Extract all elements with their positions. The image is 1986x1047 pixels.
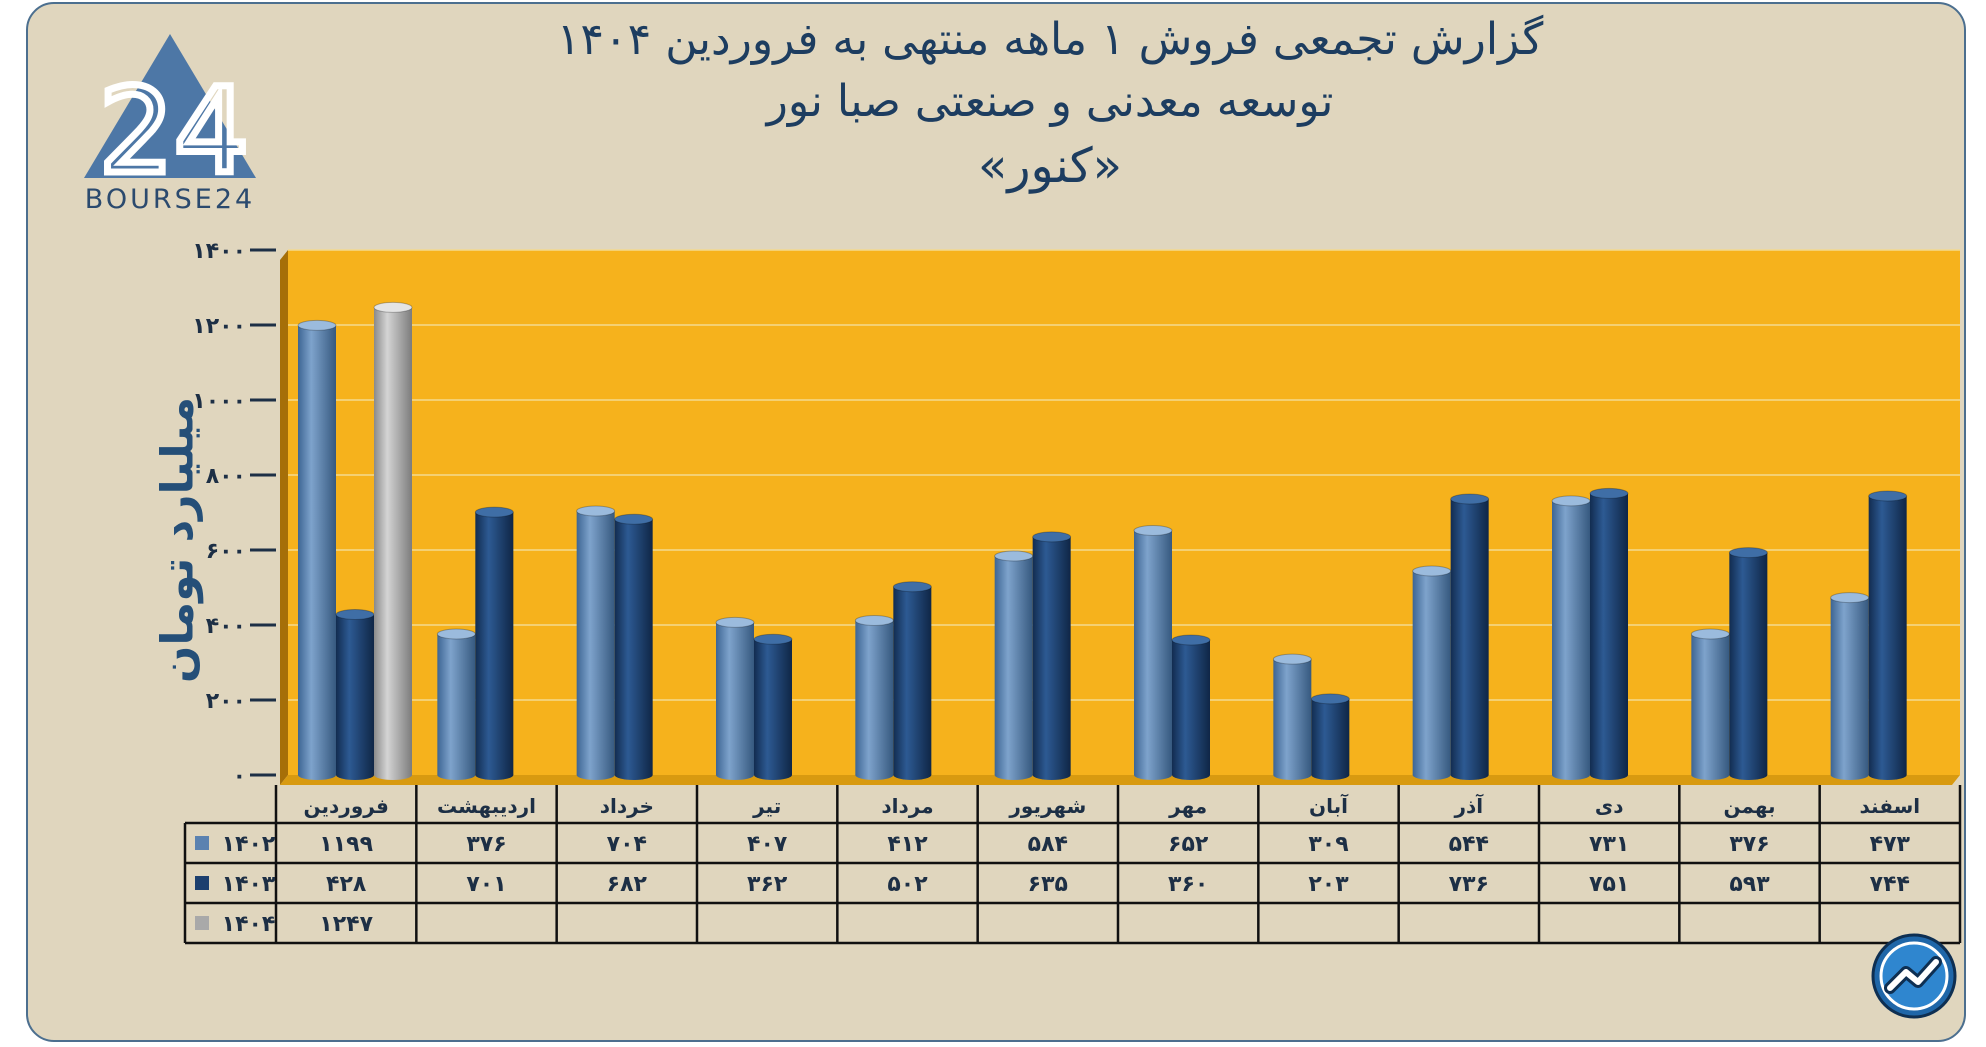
bar	[474, 506, 514, 780]
data-label: ۷۳۶	[1449, 872, 1489, 897]
data-label: ۷۳۱	[1589, 832, 1629, 857]
data-label: ۳۶۲	[747, 872, 788, 897]
bar	[753, 633, 793, 780]
y-tick-label: ۱۴۰۰	[192, 239, 246, 264]
y-tick-label: ۱۲۰۰	[192, 314, 246, 339]
bar	[994, 550, 1034, 780]
legend-swatch	[195, 876, 209, 890]
logo-mark: 24	[99, 62, 249, 200]
y-tick-label: ۰	[233, 764, 246, 789]
bar	[1551, 495, 1591, 780]
x-tick-label: فروردین	[304, 794, 389, 818]
plot-area	[280, 250, 1960, 785]
data-label: ۳۷۶	[466, 832, 506, 857]
bar	[436, 628, 476, 780]
y-axis-ticks: ۰ ۲۰۰ ۴۰۰ ۶۰۰ ۸۰۰ ۱۰۰۰ ۱۲۰۰ ۱۴۰۰	[192, 239, 276, 789]
data-label: ۴۱۲	[887, 832, 928, 857]
data-label: ۳۶۰	[1168, 872, 1208, 897]
data-label: ۷۴۴	[1870, 872, 1910, 897]
bar	[1450, 493, 1490, 780]
bourse24-logo-icon: 24	[84, 34, 256, 204]
x-tick-label: مرداد	[881, 794, 933, 818]
data-label: ۴۰۷	[747, 832, 788, 857]
grid-lines	[288, 249, 1960, 701]
bar	[335, 609, 375, 780]
x-tick-label: آبان	[1309, 793, 1349, 818]
data-label: ۴۲۸	[326, 872, 367, 897]
x-tick-label: شهریور	[1008, 794, 1086, 818]
bar	[614, 513, 654, 780]
y-tick-label: ۴۰۰	[206, 614, 246, 639]
data-label: ۷۰۱	[466, 872, 506, 897]
bar	[892, 581, 932, 780]
y-tick-label: ۲۰۰	[206, 689, 246, 714]
bar	[1310, 693, 1350, 780]
data-label: ۶۳۵	[1028, 872, 1068, 897]
y-tick-label: ۸۰۰	[206, 464, 246, 489]
x-tick-label: اردیبهشت	[437, 794, 536, 818]
chart-trend-badge-icon	[1871, 933, 1957, 1019]
bar	[1868, 490, 1908, 780]
x-tick-label: خرداد	[600, 794, 654, 818]
data-label: ۵۸۴	[1028, 832, 1068, 857]
bar	[1412, 565, 1452, 780]
legend-entry: ۱۴۰۲	[222, 832, 276, 857]
plot-side-wall	[280, 250, 288, 785]
bar	[1272, 653, 1312, 780]
data-label: ۵۴۴	[1449, 832, 1489, 857]
bar	[715, 616, 755, 780]
data-label: ۲۰۳	[1308, 872, 1349, 897]
legend-swatch	[195, 836, 209, 850]
data-label: ۱۱۹۹	[319, 832, 373, 857]
data-label: ۱۲۴۷	[319, 912, 373, 937]
y-tick-label: ۶۰۰	[206, 539, 246, 564]
x-tick-label: بهمن	[1723, 794, 1775, 818]
bar	[1690, 628, 1730, 780]
bars	[297, 301, 1908, 780]
x-tick-label: آذر	[1454, 793, 1485, 818]
x-tick-label: مهر	[1168, 794, 1207, 818]
plot-floor	[280, 775, 1960, 785]
bar	[1589, 487, 1629, 780]
bar	[1133, 525, 1173, 780]
data-label: ۶۸۲	[607, 872, 648, 897]
bar	[854, 615, 894, 780]
y-tick-label: ۱۰۰۰	[192, 389, 246, 414]
data-label: ۵۹۳	[1729, 872, 1770, 897]
x-tick-label: تیر	[752, 794, 781, 818]
bar	[1728, 547, 1768, 780]
data-label: ۳۷۶	[1729, 832, 1769, 857]
data-label: ۷۵۱	[1589, 872, 1629, 897]
bar	[1830, 592, 1870, 780]
legend-entry: ۱۴۰۴	[222, 912, 276, 937]
bar	[297, 319, 337, 780]
chart-title-line-2: توسعه معدنی و صنعتی صبا نور	[766, 76, 1334, 127]
legend-entry: ۱۴۰۳	[222, 872, 276, 897]
data-label: ۴۷۳	[1870, 832, 1911, 857]
legend-swatch	[195, 916, 209, 930]
data-label: ۶۵۲	[1168, 832, 1209, 857]
data-label: ۳۰۹	[1308, 832, 1348, 857]
x-tick-label: اسفند	[1860, 794, 1921, 818]
plot-background	[288, 250, 1960, 775]
bar	[576, 505, 616, 780]
data-table: فروردین اردیبهشت خرداد تیر مرداد شهریور مهر آبا…	[183, 785, 1962, 945]
bar	[373, 301, 413, 780]
chart-title-line-3: «کنور»	[977, 138, 1123, 194]
x-tick-label: دی	[1595, 794, 1624, 818]
bar	[1171, 634, 1211, 780]
chart-title-line-1: گزارش تجمعی فروش ۱ ماهه منتهی به فروردین…	[556, 14, 1544, 65]
data-label: ۷۰۴	[607, 832, 647, 857]
data-label: ۵۰۲	[887, 872, 928, 897]
logo-text: BOURSE24	[84, 184, 256, 215]
bar	[1032, 531, 1072, 780]
